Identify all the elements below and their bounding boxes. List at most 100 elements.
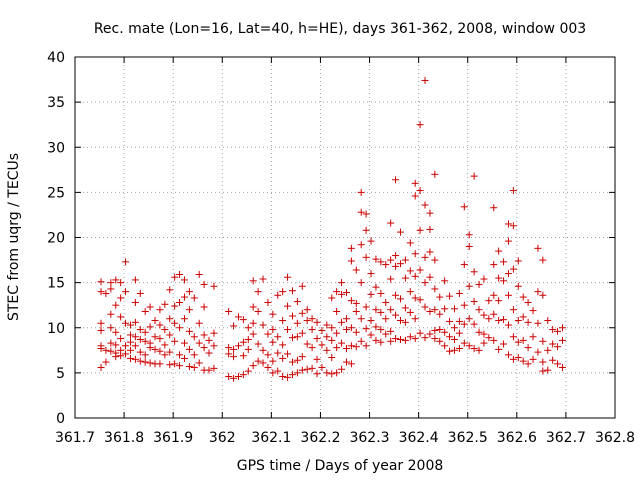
data-point [342,289,350,297]
data-point [308,364,316,372]
data-point [303,340,311,348]
data-point [333,344,341,352]
data-point [396,260,404,268]
data-point [176,324,184,332]
data-point [495,274,503,282]
x-tick-label: 361.9 [153,430,193,446]
data-point [249,362,257,370]
data-point [180,276,188,284]
data-point [509,187,517,195]
data-point [554,360,562,368]
data-point [117,352,125,360]
data-point [362,342,370,350]
data-point [352,299,360,307]
data-point [200,344,208,352]
data-point [470,345,478,353]
data-point [303,365,311,373]
data-point [225,344,233,352]
data-point [480,339,488,347]
data-point [200,280,208,288]
data-point [230,322,238,330]
data-point [441,277,449,285]
data-point [284,373,292,381]
data-point [387,219,395,227]
data-point [392,176,400,184]
data-point [259,359,267,367]
y-tick-label: 0 [56,411,65,427]
data-point [161,341,169,349]
data-point [126,331,134,339]
data-point [529,355,537,363]
data-point [475,306,483,314]
data-point [171,302,179,310]
y-axis-label: STEC from uqrg / TECUs [6,153,22,321]
data-point [328,370,336,378]
data-point [254,288,262,296]
data-point [190,333,198,341]
data-point [239,316,247,324]
data-point [244,324,252,332]
data-point [293,333,301,341]
x-tick-label: 361.7 [55,430,95,446]
data-point [279,354,287,362]
data-point [534,288,542,296]
data-point [490,310,498,318]
data-point [347,342,355,350]
data-point [303,317,311,325]
data-point [166,361,174,369]
data-point [470,320,478,328]
data-point [534,319,542,327]
data-point [284,350,292,358]
data-point [436,293,444,301]
data-point [269,338,277,346]
data-point [97,278,105,286]
data-point [401,274,409,282]
data-point [549,326,557,334]
data-point [205,349,213,357]
data-point [539,256,547,264]
data-point [460,320,468,328]
data-point [426,225,434,233]
data-point [288,334,296,342]
data-point [549,356,557,364]
data-point [342,315,350,323]
data-point [333,308,341,316]
y-tick-label: 30 [47,140,65,156]
data-point [411,272,419,280]
data-point [102,346,110,354]
data-point [210,364,218,372]
data-point [357,279,365,287]
data-point [509,222,517,230]
data-point [534,244,542,252]
data-point [455,289,463,297]
data-point [411,335,419,343]
data-point [406,239,414,247]
data-point [426,248,434,256]
data-point [377,338,385,346]
data-point [426,209,434,217]
data-point [156,335,164,343]
data-point [107,285,115,293]
data-point [328,294,336,302]
data-point [293,298,301,306]
data-point [372,323,380,331]
data-point [450,335,458,343]
data-point [171,273,179,281]
data-point [97,288,105,296]
data-point [352,343,360,351]
y-tick-label: 20 [47,231,65,247]
data-point [406,333,414,341]
data-point [318,363,326,371]
data-point [470,172,478,180]
data-point [338,290,346,298]
data-point [288,287,296,295]
data-point [446,292,454,300]
data-point [239,338,247,346]
data-point [431,306,439,314]
data-point [318,326,326,334]
data-point [264,330,272,338]
data-point [151,333,159,341]
data-point [377,326,385,334]
data-point [396,228,404,236]
data-point [279,317,287,325]
